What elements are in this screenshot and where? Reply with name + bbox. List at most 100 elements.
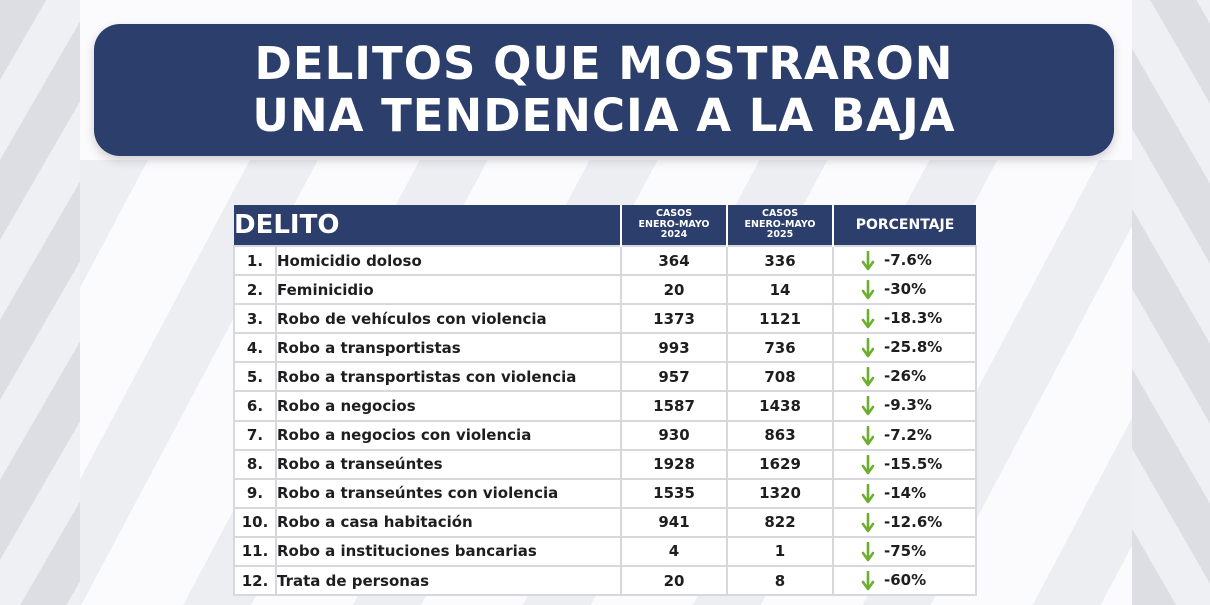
row-number: 2. bbox=[233, 274, 277, 306]
row-number: 3. bbox=[233, 303, 277, 335]
row-porcentaje: -60% bbox=[832, 565, 978, 597]
row-delito: Trata de personas bbox=[274, 565, 623, 597]
arrow-down-icon bbox=[861, 338, 875, 358]
row-number: 12. bbox=[233, 565, 277, 597]
row-porcentaje: -9.3% bbox=[832, 390, 978, 422]
header-delito: DELITO bbox=[234, 205, 623, 246]
arrow-down-icon bbox=[861, 280, 875, 300]
row-casos-2025: 1121 bbox=[726, 303, 835, 335]
row-number: 11. bbox=[233, 535, 277, 568]
arrow-down-icon bbox=[861, 396, 875, 416]
row-delito: Robo a negocios bbox=[274, 390, 623, 422]
row-porcentaje: -15.5% bbox=[832, 448, 978, 480]
row-porcentaje: -7.2% bbox=[832, 419, 978, 451]
header-casos-2024-line-1: CASOS bbox=[655, 208, 693, 220]
row-porcentaje-value: -15.5% bbox=[884, 454, 943, 473]
row-casos-2024: 1373 bbox=[620, 303, 729, 335]
table-row: 2. Feminicidio 20 14 -30% bbox=[233, 274, 978, 306]
header-casos-2025-line-1: CASOS bbox=[761, 208, 799, 220]
row-porcentaje-value: -60% bbox=[884, 571, 927, 590]
row-porcentaje: -30% bbox=[832, 274, 978, 306]
arrow-down-icon bbox=[861, 483, 875, 504]
header-casos-2025-line-3: 2025 bbox=[766, 229, 794, 241]
row-porcentaje-value: -26% bbox=[884, 367, 927, 386]
row-casos-2024: 1928 bbox=[620, 448, 729, 480]
row-casos-2025: 1629 bbox=[726, 448, 835, 480]
title-banner: DELITOS QUE MOSTRARON UNA TENDENCIA A LA… bbox=[94, 24, 1114, 156]
header-casos-2024-line-3: 2024 bbox=[660, 229, 688, 241]
row-delito: Feminicidio bbox=[274, 274, 623, 306]
row-number: 6. bbox=[233, 390, 277, 422]
row-casos-2025: 863 bbox=[726, 419, 835, 451]
row-number: 1. bbox=[233, 244, 277, 277]
row-casos-2024: 941 bbox=[620, 506, 729, 538]
header-porcentaje: PORCENTAJE bbox=[833, 205, 977, 246]
table-header-row: DELITO CASOS ENERO-MAYO 2024 CASOS ENERO… bbox=[234, 205, 977, 246]
background-pattern-right bbox=[1130, 0, 1210, 605]
row-number: 8. bbox=[233, 448, 277, 480]
row-casos-2024: 20 bbox=[620, 565, 729, 597]
crimes-table: DELITO CASOS ENERO-MAYO 2024 CASOS ENERO… bbox=[233, 205, 978, 597]
row-delito: Robo de vehículos con violencia bbox=[274, 303, 623, 335]
row-porcentaje: -14% bbox=[832, 477, 978, 509]
table-row: 10. Robo a casa habitación 941 822 -12.6% bbox=[233, 506, 978, 538]
table-row: 7. Robo a negocios con violencia 930 863 -7.… bbox=[233, 419, 978, 451]
row-casos-2024: 1587 bbox=[620, 390, 729, 422]
header-casos-2025-line-2: ENERO-MAYO bbox=[744, 218, 816, 230]
table-row: 6. Robo a negocios 1587 1438 -9.3% bbox=[233, 390, 978, 422]
header-casos-2024: CASOS ENERO-MAYO 2024 bbox=[621, 205, 729, 246]
arrow-down-icon bbox=[861, 251, 875, 271]
arrow-down-icon bbox=[861, 571, 875, 591]
table-row: 1. Homicidio doloso 364 336 -7.6% bbox=[233, 244, 978, 277]
row-delito: Homicidio doloso bbox=[274, 244, 623, 277]
header-casos-2024-line-2: ENERO-MAYO bbox=[638, 218, 710, 230]
row-number: 4. bbox=[233, 332, 277, 364]
row-delito: Robo a transportistas con violencia bbox=[274, 361, 623, 393]
row-casos-2025: 736 bbox=[726, 332, 835, 364]
row-delito: Robo a instituciones bancarias bbox=[274, 535, 623, 568]
row-delito: Robo a transeúntes con violencia bbox=[274, 477, 623, 509]
title-line-1: DELITOS QUE MOSTRARON bbox=[254, 37, 954, 90]
row-casos-2024: 993 bbox=[620, 332, 729, 364]
row-casos-2024: 4 bbox=[620, 535, 729, 568]
arrow-down-icon bbox=[861, 425, 875, 445]
row-porcentaje-value: -18.3% bbox=[884, 309, 943, 328]
row-casos-2025: 336 bbox=[726, 244, 835, 277]
row-porcentaje: -26% bbox=[832, 361, 978, 393]
row-casos-2025: 14 bbox=[726, 274, 835, 306]
row-casos-2025: 1 bbox=[726, 535, 835, 568]
header-casos-2025: CASOS ENERO-MAYO 2025 bbox=[727, 205, 835, 246]
row-porcentaje-value: -30% bbox=[884, 280, 927, 299]
row-delito: Robo a transportistas bbox=[274, 332, 623, 364]
row-porcentaje: -12.6% bbox=[832, 506, 978, 538]
table-row: 3. Robo de vehículos con violencia 1373 112… bbox=[233, 303, 978, 335]
arrow-down-icon bbox=[861, 454, 875, 474]
row-delito: Robo a transeúntes bbox=[274, 448, 623, 480]
row-porcentaje-value: -7.2% bbox=[884, 425, 932, 444]
table-row: 5. Robo a transportistas con violencia 957… bbox=[233, 361, 978, 393]
row-casos-2024: 364 bbox=[620, 244, 729, 277]
row-casos-2024: 20 bbox=[620, 274, 729, 306]
row-casos-2025: 822 bbox=[726, 506, 835, 538]
row-casos-2024: 957 bbox=[620, 361, 729, 393]
row-porcentaje: -25.8% bbox=[832, 332, 978, 364]
row-casos-2025: 1438 bbox=[726, 390, 835, 422]
table-row: 8. Robo a transeúntes 1928 1629 -15.5% bbox=[233, 448, 978, 480]
row-number: 9. bbox=[233, 477, 277, 509]
arrow-down-icon bbox=[861, 541, 875, 562]
row-casos-2024: 930 bbox=[620, 419, 729, 451]
row-porcentaje-value: -9.3% bbox=[884, 396, 932, 415]
arrow-down-icon bbox=[861, 512, 875, 533]
row-porcentaje-value: -7.6% bbox=[884, 251, 932, 269]
row-number: 5. bbox=[233, 361, 277, 393]
arrow-down-icon bbox=[861, 367, 875, 387]
row-porcentaje-value: -14% bbox=[884, 483, 927, 502]
row-porcentaje: -75% bbox=[832, 535, 978, 568]
row-porcentaje: -18.3% bbox=[832, 303, 978, 335]
row-porcentaje-value: -12.6% bbox=[884, 512, 943, 531]
table-row: 4. Robo a transportistas 993 736 -25.8% bbox=[233, 332, 978, 364]
row-porcentaje-value: -75% bbox=[884, 541, 927, 560]
table-row: 9. Robo a transeúntes con violencia 1535 13… bbox=[233, 477, 978, 509]
row-number: 7. bbox=[233, 419, 277, 451]
row-number: 10. bbox=[233, 506, 277, 538]
